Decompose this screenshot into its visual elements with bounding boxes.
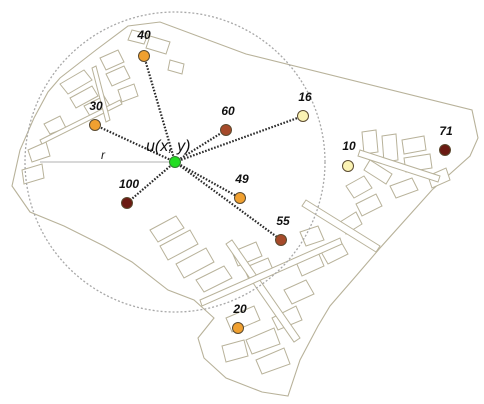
poi-71-marker — [439, 144, 451, 156]
poi-55-label: 55 — [276, 214, 290, 228]
poi-60-label: 60 — [221, 104, 235, 118]
poi-10-marker — [342, 160, 354, 172]
link-poi-55 — [174, 161, 282, 241]
user-location-label: u(x, y) — [146, 138, 190, 155]
poi-group: 40 30 60 16 10 71 100 49 55 20 — [89, 28, 453, 334]
poi-60-marker — [220, 124, 232, 136]
poi-49-marker — [234, 192, 246, 204]
poi-55-marker — [275, 234, 287, 246]
links-group — [94, 55, 304, 241]
poi-100-marker — [121, 197, 133, 209]
poi-20-label: 20 — [232, 302, 247, 316]
poi-16-label: 16 — [298, 90, 312, 104]
poi-30-label: 30 — [89, 99, 103, 113]
poi-30-marker — [89, 119, 101, 131]
poi-71-label: 71 — [439, 124, 453, 138]
link-poi-49 — [174, 161, 241, 199]
blocks-south — [149, 199, 381, 375]
poi-40-marker — [138, 50, 150, 62]
blocks-northeast — [345, 129, 451, 217]
link-poi-100 — [126, 161, 176, 204]
poi-49-label: 49 — [234, 172, 249, 186]
user-location-marker — [169, 156, 181, 168]
poi-100-label: 100 — [119, 177, 139, 191]
poi-40-label: 40 — [136, 28, 151, 42]
link-poi-60 — [174, 129, 227, 163]
poi-10-label: 10 — [342, 139, 356, 153]
link-poi-40 — [142, 55, 177, 163]
radius-label: r — [101, 148, 106, 162]
poi-16-marker — [297, 110, 309, 122]
link-poi-16 — [174, 114, 304, 164]
district-outline — [11, 21, 479, 397]
range-circle — [24, 11, 326, 313]
poi-20-marker — [232, 322, 244, 334]
street-map — [11, 21, 479, 397]
blocks-northwest — [21, 29, 185, 185]
